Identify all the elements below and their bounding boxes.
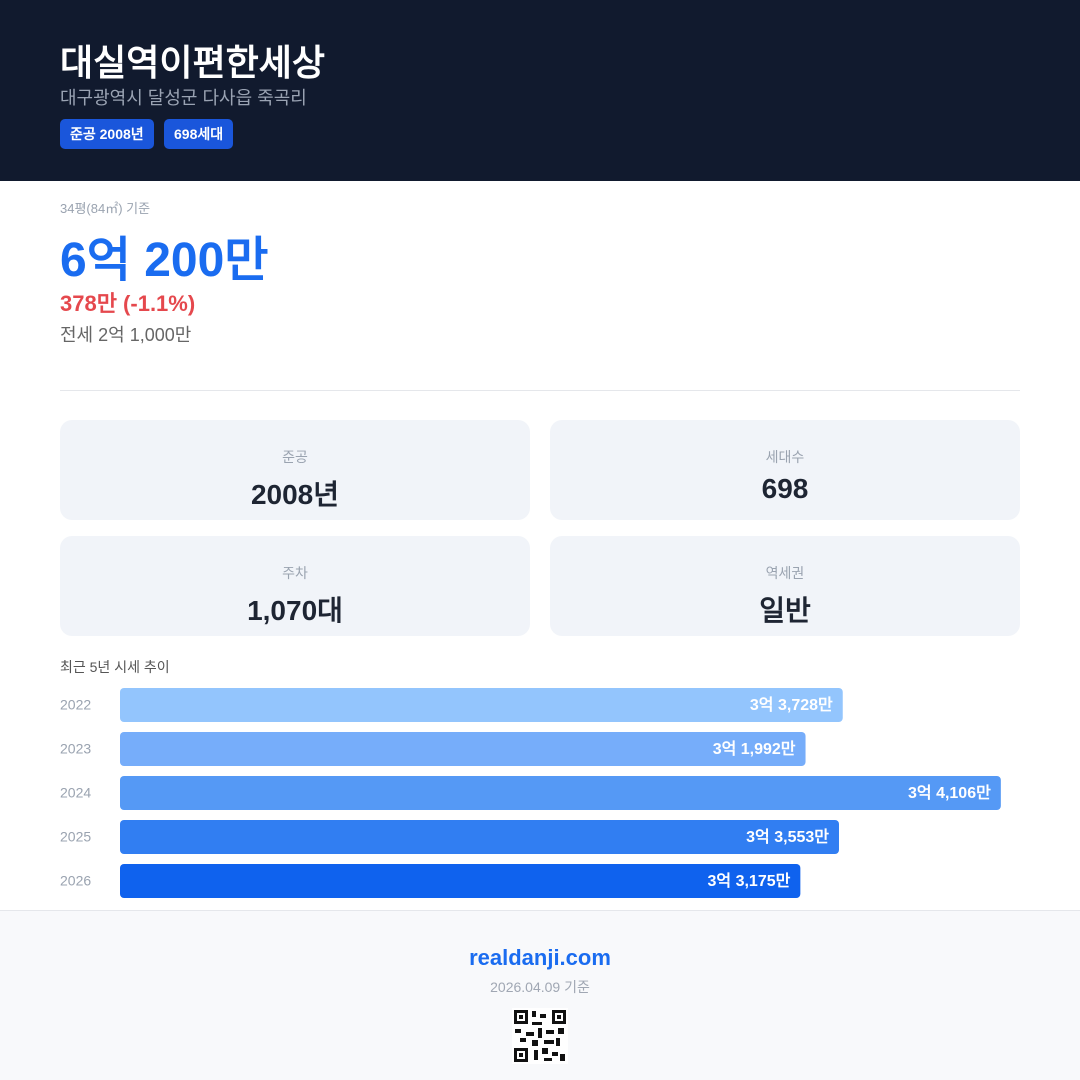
stat-value: 2008년 [250,479,340,510]
stat-value: 일반 [759,595,811,626]
y-tick-label: 2024 [60,785,91,801]
stat-label: 주차 [282,565,308,581]
badge: 698세대 [164,119,234,149]
value-label: 3억 1,992만 [713,739,796,758]
price-change: 378만 (-1.1%) [60,291,196,316]
stat-card: 주차 1,070대 [60,536,530,636]
stat-label: 세대수 [765,449,805,465]
price-main: 6억 200만 [60,234,269,287]
value-label: 3억 3,553만 [746,827,829,846]
value-label: 3억 4,106만 [908,783,991,802]
bar [120,864,801,898]
qr-code [512,1008,568,1064]
bar [120,820,839,854]
price-basis: 34평(84㎡) 기준 [60,201,151,216]
bar [120,688,843,722]
bar [120,776,1001,810]
stat-label: 준공 [282,449,308,465]
y-tick-label: 2026 [60,873,91,889]
divider [60,390,1020,391]
y-tick-label: 2025 [60,829,91,845]
value-label: 3억 3,175만 [708,871,791,890]
badge: 준공 2008년 [60,119,154,149]
header [0,0,1080,181]
bar [120,732,806,766]
date: 2026.04.09 기준 [490,979,590,995]
stat-label: 역세권 [765,565,805,581]
y-tick-label: 2022 [60,697,91,713]
site-link[interactable]: realdanji.com [469,945,611,970]
address: 대구광역시 달성군 다사읍 죽곡리 [60,88,307,108]
chart: 2022 3억 3,728만 2023 3억 1,992만 2024 3억 4,106만 2… [60,688,1001,898]
title: 대실역이편한세상 [60,42,325,83]
stat-card: 세대수 698 [550,420,1020,520]
stat-value: 698 [761,473,809,504]
chart-title: 최근 5년 시세 추이 [60,659,170,675]
stat-value: 1,070대 [247,595,343,626]
value-label: 3억 3,728만 [750,695,833,714]
stat-card: 준공 2008년 [60,420,530,520]
y-tick-label: 2023 [60,741,91,757]
jeonse: 전세 2억 1,000만 [60,325,192,345]
